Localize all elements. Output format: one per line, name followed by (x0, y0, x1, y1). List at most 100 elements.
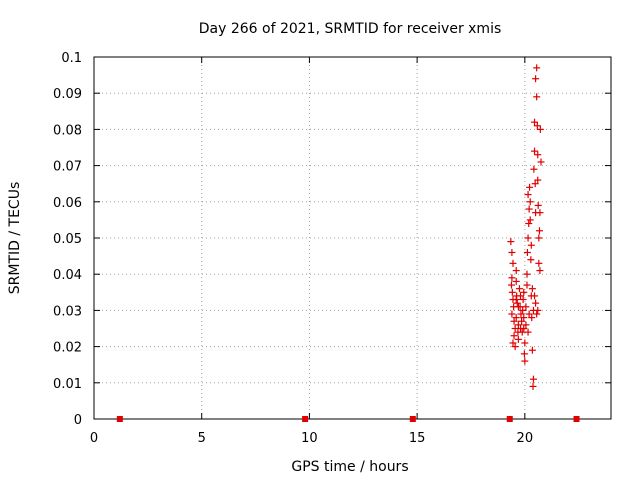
data-point (533, 310, 541, 318)
data-point (508, 288, 516, 296)
data-point (528, 346, 536, 354)
data-point (529, 375, 537, 383)
data-point (531, 118, 539, 126)
data-point (508, 248, 516, 256)
y-tick-label: 0.01 (53, 377, 82, 392)
data-point (509, 259, 517, 267)
data-point (535, 227, 543, 235)
y-tick-label: 0.07 (53, 160, 82, 175)
data-point (520, 314, 528, 322)
data-point (536, 125, 544, 133)
data-point (512, 267, 520, 275)
data-point (521, 339, 529, 347)
y-tick-label: 0.05 (53, 232, 82, 247)
grid-lines (94, 57, 611, 419)
data-point (534, 151, 542, 159)
data-point (513, 299, 521, 307)
data-point (528, 314, 536, 322)
x-tick-label: 10 (301, 431, 318, 446)
data-point (520, 288, 528, 296)
data-point (509, 339, 517, 347)
data-point (511, 343, 519, 351)
x-tick-label: 0 (90, 431, 98, 446)
data-point (528, 285, 536, 293)
data-point (514, 335, 522, 343)
data-point (531, 147, 539, 155)
data-point (533, 122, 541, 130)
data-point (534, 201, 542, 209)
data-point (512, 277, 520, 285)
data-point (518, 317, 526, 325)
data-point (514, 321, 522, 329)
data-point (534, 176, 542, 184)
data-point (527, 241, 535, 249)
x-tick-label: 20 (517, 431, 534, 446)
data-point (534, 306, 542, 314)
data-point (520, 350, 528, 358)
data-point (527, 256, 535, 264)
x-axis-label: GPS time / hours (291, 459, 408, 475)
data-point (532, 299, 540, 307)
data-point (522, 303, 530, 311)
data-point (520, 325, 528, 332)
data-point (512, 296, 520, 304)
data-point (519, 306, 527, 314)
chart-title: Day 266 of 2021, SRMTID for receiver xmi… (199, 21, 502, 37)
data-point (533, 93, 541, 101)
data-point-square (409, 416, 416, 422)
y-tick-label: 0.04 (53, 268, 82, 283)
data-point (530, 165, 538, 173)
y-tick-label: 0.1 (61, 51, 82, 66)
data-point (523, 248, 531, 256)
data-point (515, 285, 523, 293)
data-point (524, 191, 532, 199)
y-tick-label: 0.03 (53, 304, 82, 319)
data-point (524, 328, 532, 336)
data-point (519, 296, 527, 304)
data-point (531, 292, 539, 300)
data-point (526, 216, 534, 224)
x-tick-label: 15 (409, 431, 426, 446)
y-tick-label: 0.02 (53, 341, 82, 356)
data-point (525, 205, 533, 213)
y-tick-label: 0 (74, 413, 82, 428)
data-point (514, 303, 522, 311)
data-point (536, 209, 544, 217)
y-tick-label: 0.09 (53, 87, 82, 102)
data-point (521, 357, 529, 365)
data-point-square (573, 416, 580, 422)
plot-frame (93, 56, 612, 420)
data-point-square (506, 416, 513, 422)
data-point (526, 198, 534, 206)
data-point-square (302, 416, 309, 422)
data-point (533, 64, 541, 72)
data-points (116, 64, 580, 422)
data-point (531, 180, 539, 188)
data-point (508, 274, 516, 282)
data-point (535, 259, 543, 267)
data-point (517, 292, 525, 300)
data-point (524, 234, 532, 242)
y-tick-label: 0.08 (53, 123, 82, 138)
y-tick-label: 0.06 (53, 196, 82, 211)
data-point (526, 183, 534, 191)
data-point (529, 382, 537, 390)
data-point (525, 220, 533, 228)
data-point (523, 281, 531, 289)
data-point (508, 310, 516, 318)
data-point (507, 281, 515, 289)
tick-labels: 0 5 10 15 20 0 0.01 0.02 0.03 0.04 0.05 0.06 0.07 0.0… (53, 51, 533, 446)
data-point (512, 314, 520, 322)
data-point (522, 321, 530, 329)
data-point (536, 267, 544, 275)
data-point (537, 158, 545, 166)
data-point (510, 317, 518, 325)
axis-ticks (93, 56, 611, 420)
data-point (523, 270, 531, 278)
x-tick-label: 5 (198, 431, 206, 446)
data-point (525, 310, 533, 318)
data-point (507, 238, 515, 246)
data-point-square (116, 416, 123, 422)
y-axis-label: SRMTID / TECUs (7, 182, 23, 295)
